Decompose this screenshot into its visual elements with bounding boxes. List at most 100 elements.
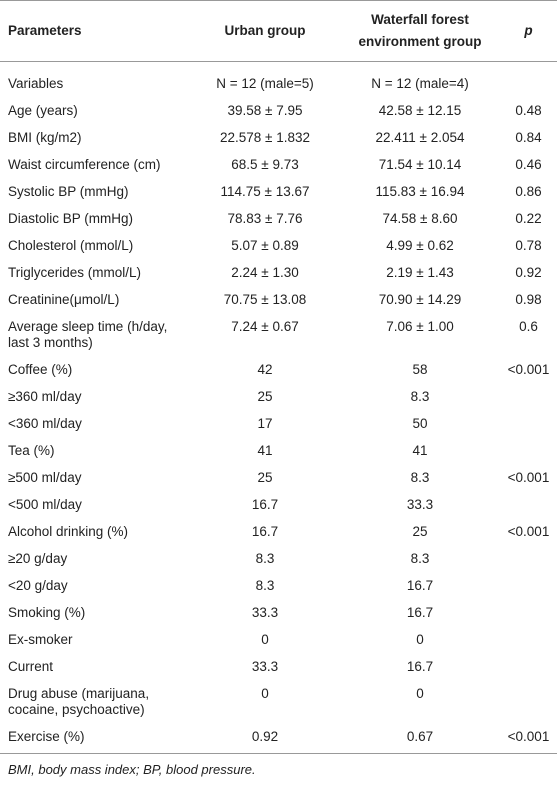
header-cell: p — [500, 0, 557, 62]
table-cell: Ex-smoker — [8, 632, 73, 647]
table-cell: 0.86 — [515, 184, 542, 199]
table-cell: 8.3 — [410, 470, 430, 485]
table-row: <360 ml/day 17 50 — [0, 411, 557, 438]
table-cell: 0 — [261, 632, 269, 647]
table-cell: 0.46 — [515, 157, 542, 172]
table-cell — [500, 681, 557, 724]
table-cell: 58 — [412, 362, 428, 377]
table-cell: 33.3 — [251, 605, 279, 620]
table-cell: 16.7 — [406, 578, 434, 593]
table-cell — [500, 573, 557, 600]
table-cell: 42.58 ± 12.15 — [378, 103, 462, 118]
table-cell: <0.001 — [500, 723, 557, 754]
table-cell: <0.001 — [507, 362, 550, 377]
header-cell: Waterfall forest environment group — [340, 0, 500, 62]
table-cell: 0 — [416, 632, 424, 647]
table-row: <500 ml/day 16.7 33.3 — [0, 492, 557, 519]
table-cell: 0 — [261, 686, 269, 701]
table-row: Ex-smoker 0 0 — [0, 627, 557, 654]
table-cell: 0.92 — [190, 723, 340, 754]
table-cell: Diastolic BP (mmHg) — [8, 211, 134, 226]
table-cell: <360 ml/day — [8, 416, 82, 431]
table-cell: N = 12 (male=4) — [371, 76, 469, 91]
data-table: Parameters Urban group Waterfall forest en… — [0, 0, 557, 754]
table-cell — [500, 438, 557, 465]
table-cell: 17 — [257, 416, 273, 431]
footnote: BMI, body mass index; BP, blood pressure… — [8, 762, 256, 777]
table-cell: 8.3 — [410, 551, 430, 566]
table-cell: Drug abuse (marijuana, cocaine, psychoac… — [8, 686, 150, 717]
table-row: Variables N = 12 (male=5) N = 12 (male=4) — [0, 62, 557, 98]
table-cell: 70.90 ± 14.29 — [378, 292, 462, 307]
header-row: Parameters Urban group Waterfall forest en… — [0, 0, 557, 62]
table-cell: 25 — [412, 524, 428, 539]
table-cell: Waist circumference (cm) — [8, 157, 161, 172]
table-cell: <500 ml/day — [8, 497, 82, 512]
table-row: Average sleep time (h/day, last 3 months… — [0, 314, 557, 357]
table-cell: 0.92 — [515, 265, 542, 280]
table-cell: 4.99 ± 0.62 — [386, 238, 454, 253]
table-cell: 25 — [257, 470, 273, 485]
table-cell — [500, 627, 557, 654]
table-cell — [500, 384, 557, 411]
table-cell: 8.3 — [255, 578, 275, 593]
table-cell: 16.7 — [251, 524, 279, 539]
table-cell: ≥500 ml/day — [8, 470, 82, 485]
table-cell: ≥360 ml/day — [8, 389, 82, 404]
table-cell: Age (years) — [8, 103, 78, 118]
table-cell — [500, 62, 557, 98]
table-cell — [500, 411, 557, 438]
table-cell: 41 — [257, 443, 273, 458]
table-row: <20 g/day 8.3 16.7 — [0, 573, 557, 600]
table-row: Smoking (%) 33.3 16.7 — [0, 600, 557, 627]
table-cell: Average sleep time (h/day, last 3 months… — [8, 319, 168, 350]
table-row: Age (years) 39.58 ± 7.95 42.58 ± 12.15 0.48 — [0, 98, 557, 125]
table-cell: 68.5 ± 9.73 — [231, 157, 299, 172]
table-cell: 0.67 — [340, 723, 500, 754]
table-row: ≥20 g/day 8.3 8.3 — [0, 546, 557, 573]
table-cell: 0.22 — [515, 211, 542, 226]
table-row: Cholesterol (mmol/L) 5.07 ± 0.89 4.99 ± 0.… — [0, 233, 557, 260]
table-row: Triglycerides (mmol/L) 2.24 ± 1.30 2.19 ± … — [0, 260, 557, 287]
table-row: Creatinine(μmol/L) 70.75 ± 13.08 70.90 ± 1… — [0, 287, 557, 314]
table-cell: 0.48 — [515, 103, 542, 118]
table-cell: 70.75 ± 13.08 — [223, 292, 307, 307]
table-row: Drug abuse (marijuana, cocaine, psychoac… — [0, 681, 557, 724]
table-cell: 114.75 ± 13.67 — [220, 184, 310, 199]
table-cell: Exercise (%) — [0, 723, 190, 754]
table-cell: Variables — [8, 76, 64, 91]
table-row: Tea (%) 41 41 — [0, 438, 557, 465]
table-cell: Creatinine(μmol/L) — [8, 292, 120, 307]
table-row: Exercise (%) 0.92 0.67 <0.001 — [0, 723, 557, 754]
table-cell: Triglycerides (mmol/L) — [8, 265, 142, 280]
table-cell: 33.3 — [251, 659, 279, 674]
table-cell — [500, 492, 557, 519]
table-cell: 0 — [416, 686, 424, 701]
table-cell: 16.7 — [406, 605, 434, 620]
table-cell: Current — [8, 659, 54, 674]
table-cell: N = 12 (male=5) — [216, 76, 314, 91]
table-cell: Tea (%) — [8, 443, 55, 458]
table-cell: 5.07 ± 0.89 — [231, 238, 299, 253]
table-cell: Cholesterol (mmol/L) — [8, 238, 134, 253]
table-cell: <20 g/day — [8, 578, 68, 593]
table-cell: Alcohol drinking (%) — [8, 524, 129, 539]
table-cell: 7.24 ± 0.67 — [231, 319, 299, 334]
table-cell: 22.578 ± 1.832 — [220, 130, 310, 145]
table-cell — [500, 546, 557, 573]
table-cell: Smoking (%) — [8, 605, 86, 620]
table-cell: 16.7 — [251, 497, 279, 512]
table-cell: 115.83 ± 16.94 — [375, 184, 465, 199]
table-cell: 8.3 — [255, 551, 275, 566]
table-cell: 0.84 — [515, 130, 542, 145]
table-cell: ≥20 g/day — [8, 551, 68, 566]
table-cell — [500, 600, 557, 627]
table-row: ≥360 ml/day 25 8.3 — [0, 384, 557, 411]
table-cell: 0.98 — [515, 292, 542, 307]
table-row: Diastolic BP (mmHg) 78.83 ± 7.76 74.58 ± 8… — [0, 206, 557, 233]
table-cell: 0.6 — [519, 319, 538, 334]
table-row: BMI (kg/m2) 22.578 ± 1.832 22.411 ± 2.054 0… — [0, 125, 557, 152]
table-cell: 39.58 ± 7.95 — [227, 103, 303, 118]
table-cell: 8.3 — [410, 389, 430, 404]
